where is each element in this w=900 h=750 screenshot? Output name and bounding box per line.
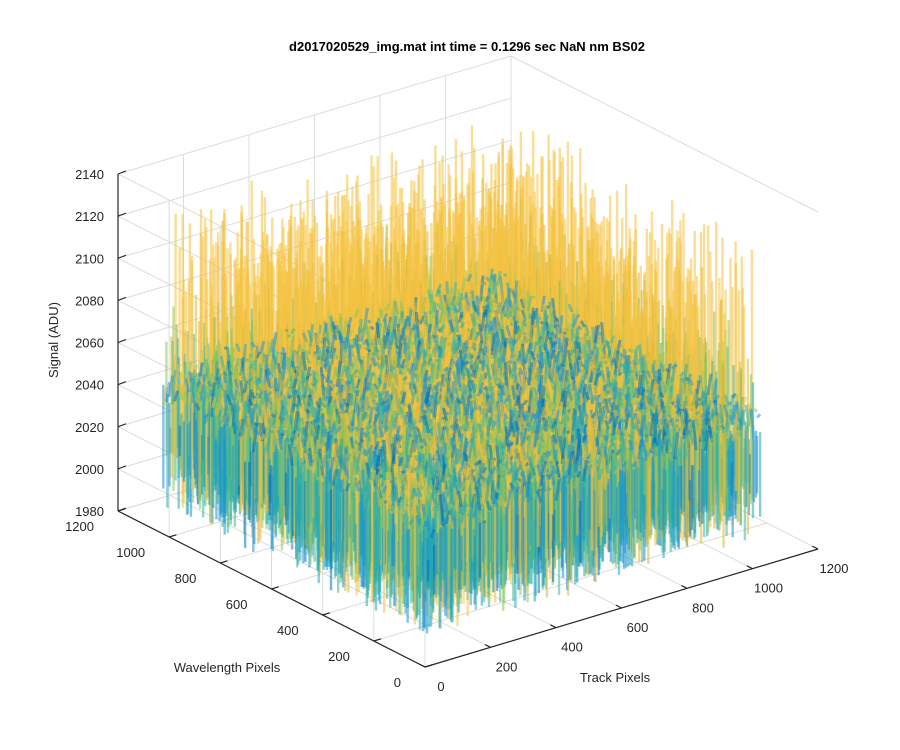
grid-line	[117, 97, 512, 217]
surface-layer	[161, 125, 762, 634]
box-edge	[510, 55, 819, 213]
grid-line	[117, 55, 512, 175]
